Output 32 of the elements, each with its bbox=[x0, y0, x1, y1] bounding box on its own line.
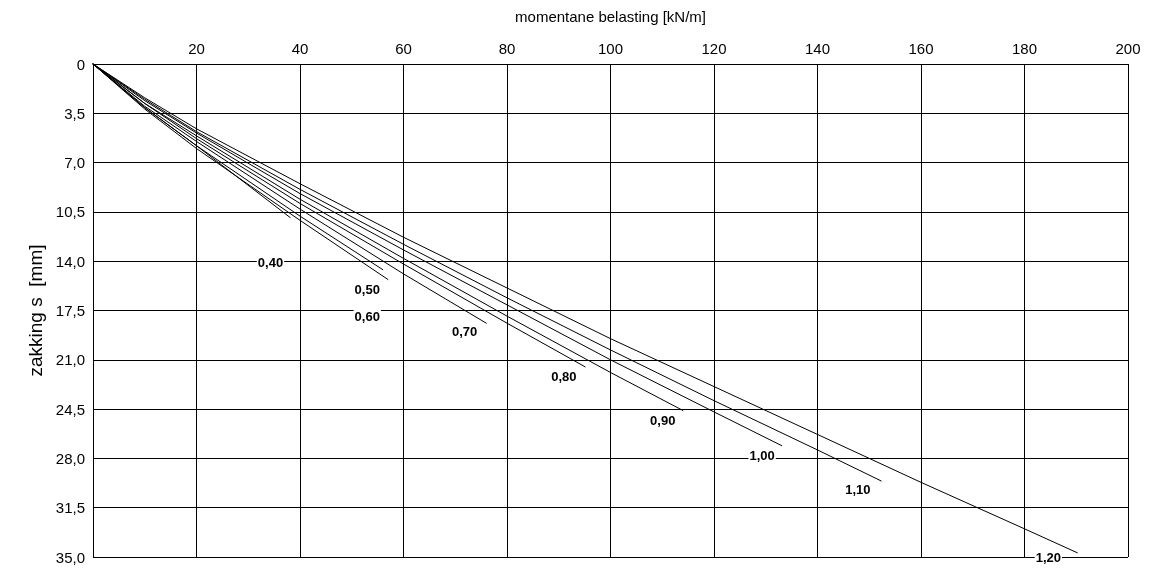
y-tick-label: 35,0 bbox=[55, 548, 85, 566]
y-tick-label: 0 bbox=[76, 55, 85, 73]
x-axis-title: momentane belasting [kN/m] bbox=[515, 8, 706, 25]
x-tick-label: 40 bbox=[291, 40, 309, 57]
y-tick-label: 3,5 bbox=[64, 104, 85, 122]
annotation: 0,70 bbox=[451, 324, 478, 340]
y-tick-label: 17,5 bbox=[55, 302, 85, 319]
annotation: 1,20 bbox=[1035, 549, 1061, 565]
x-tick-label: 140 bbox=[804, 40, 831, 57]
y-tick-label: 24,5 bbox=[55, 400, 85, 418]
y-tick-label: 31,5 bbox=[55, 499, 85, 517]
x-tick-label: 120 bbox=[701, 40, 727, 57]
annotation: 0,90 bbox=[650, 412, 676, 428]
annotation: 0,80 bbox=[551, 369, 577, 385]
x-tick-label: 20 bbox=[188, 40, 205, 57]
y-tick-label: 7,0 bbox=[64, 154, 85, 172]
x-tick-label: 100 bbox=[597, 40, 624, 57]
annotation: 1,00 bbox=[749, 448, 775, 464]
x-tick-label: 200 bbox=[1115, 40, 1141, 57]
annotation: 0,50 bbox=[354, 281, 380, 297]
y-axis-title: zakking s [mm] bbox=[24, 244, 46, 377]
x-tick-label: 60 bbox=[395, 40, 412, 57]
y-tick-label: 10,5 bbox=[55, 203, 85, 221]
annotation: 1,10 bbox=[845, 481, 871, 497]
y-tick-label: 28,0 bbox=[55, 449, 85, 467]
x-tick-label: 160 bbox=[908, 40, 934, 57]
annotation: 0,60 bbox=[354, 308, 380, 324]
annotation: 0,40 bbox=[257, 255, 284, 271]
x-tick-label: 180 bbox=[1011, 40, 1038, 57]
x-tick-label: 80 bbox=[498, 40, 516, 57]
y-tick-label: 21,0 bbox=[55, 351, 85, 369]
y-tick-label: 14,0 bbox=[55, 252, 85, 270]
